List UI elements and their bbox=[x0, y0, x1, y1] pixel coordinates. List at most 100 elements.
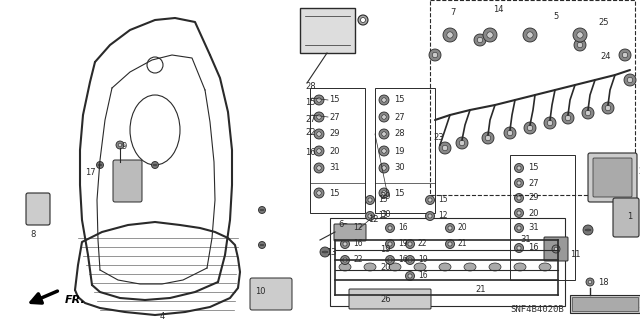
Circle shape bbox=[517, 211, 521, 215]
Circle shape bbox=[343, 242, 347, 246]
Text: 20: 20 bbox=[380, 263, 390, 272]
Circle shape bbox=[483, 28, 497, 42]
Circle shape bbox=[426, 196, 435, 204]
Circle shape bbox=[408, 242, 412, 246]
Circle shape bbox=[379, 129, 389, 139]
Text: 12: 12 bbox=[353, 224, 362, 233]
Circle shape bbox=[317, 166, 321, 170]
Text: 20: 20 bbox=[458, 224, 468, 233]
Circle shape bbox=[517, 166, 521, 170]
Ellipse shape bbox=[364, 263, 376, 271]
Circle shape bbox=[314, 188, 324, 198]
Circle shape bbox=[428, 198, 432, 202]
Ellipse shape bbox=[414, 263, 426, 271]
Circle shape bbox=[408, 274, 412, 278]
Circle shape bbox=[381, 149, 387, 153]
Text: 15: 15 bbox=[305, 98, 316, 107]
Text: 12: 12 bbox=[378, 211, 387, 220]
Circle shape bbox=[515, 224, 524, 233]
Circle shape bbox=[317, 149, 321, 153]
Text: 26: 26 bbox=[380, 295, 390, 304]
Text: 22: 22 bbox=[418, 240, 428, 249]
Ellipse shape bbox=[585, 229, 591, 231]
Ellipse shape bbox=[514, 263, 526, 271]
Circle shape bbox=[588, 280, 592, 284]
Circle shape bbox=[485, 135, 491, 141]
Text: 9: 9 bbox=[122, 142, 127, 151]
Circle shape bbox=[515, 164, 524, 173]
Text: 27: 27 bbox=[305, 115, 316, 124]
Text: 2: 2 bbox=[638, 167, 640, 176]
Circle shape bbox=[358, 15, 368, 25]
Circle shape bbox=[527, 32, 533, 38]
Text: 19: 19 bbox=[418, 256, 428, 264]
Text: 6: 6 bbox=[338, 220, 344, 229]
Circle shape bbox=[340, 240, 349, 249]
Circle shape bbox=[582, 107, 594, 119]
Ellipse shape bbox=[539, 263, 551, 271]
Circle shape bbox=[408, 258, 412, 262]
Text: 4: 4 bbox=[160, 312, 165, 319]
Circle shape bbox=[259, 206, 266, 213]
Circle shape bbox=[547, 120, 553, 126]
Circle shape bbox=[116, 141, 124, 149]
Circle shape bbox=[586, 278, 594, 286]
Text: 16: 16 bbox=[418, 271, 428, 280]
Text: 28: 28 bbox=[305, 82, 316, 91]
Circle shape bbox=[314, 146, 324, 156]
Circle shape bbox=[605, 105, 611, 111]
Circle shape bbox=[388, 258, 392, 262]
Circle shape bbox=[360, 18, 365, 23]
Circle shape bbox=[385, 256, 394, 264]
Circle shape bbox=[379, 112, 389, 122]
Text: 27: 27 bbox=[394, 113, 404, 122]
Circle shape bbox=[439, 142, 451, 154]
Text: 29: 29 bbox=[380, 192, 390, 201]
Text: 22: 22 bbox=[353, 256, 362, 264]
Circle shape bbox=[487, 32, 493, 38]
Text: SNF4B4020B: SNF4B4020B bbox=[510, 305, 564, 314]
Ellipse shape bbox=[260, 244, 264, 246]
Circle shape bbox=[429, 49, 441, 61]
Circle shape bbox=[447, 32, 453, 38]
Circle shape bbox=[152, 161, 159, 168]
Circle shape bbox=[448, 226, 452, 230]
Text: 31: 31 bbox=[520, 235, 531, 244]
Text: 18: 18 bbox=[598, 278, 609, 287]
FancyBboxPatch shape bbox=[250, 278, 292, 310]
Text: 25: 25 bbox=[598, 18, 609, 27]
Text: 29: 29 bbox=[528, 194, 538, 203]
Circle shape bbox=[365, 196, 374, 204]
FancyBboxPatch shape bbox=[593, 158, 632, 197]
Circle shape bbox=[515, 194, 524, 203]
Text: 30: 30 bbox=[394, 164, 404, 173]
Text: 5: 5 bbox=[553, 12, 558, 21]
Circle shape bbox=[565, 115, 571, 121]
Text: 16: 16 bbox=[528, 243, 539, 253]
Circle shape bbox=[317, 132, 321, 136]
Text: 14: 14 bbox=[493, 5, 504, 14]
Circle shape bbox=[97, 161, 104, 168]
Circle shape bbox=[624, 74, 636, 86]
Circle shape bbox=[385, 224, 394, 233]
Text: 27: 27 bbox=[329, 113, 340, 122]
Text: 15: 15 bbox=[394, 189, 404, 197]
Circle shape bbox=[523, 28, 537, 42]
Text: 8: 8 bbox=[30, 230, 35, 239]
Text: 30: 30 bbox=[380, 210, 390, 219]
Bar bbox=[430, 0, 635, 195]
Text: 16: 16 bbox=[353, 240, 363, 249]
Circle shape bbox=[314, 163, 324, 173]
FancyBboxPatch shape bbox=[349, 289, 431, 309]
Text: 17: 17 bbox=[85, 168, 95, 177]
Bar bbox=[510, 155, 575, 280]
Circle shape bbox=[381, 166, 387, 170]
Circle shape bbox=[259, 241, 266, 249]
Circle shape bbox=[340, 256, 349, 264]
Circle shape bbox=[428, 214, 432, 218]
Circle shape bbox=[515, 179, 524, 188]
Ellipse shape bbox=[153, 164, 157, 166]
Circle shape bbox=[317, 98, 321, 102]
Circle shape bbox=[619, 49, 631, 61]
Text: 20: 20 bbox=[528, 209, 538, 218]
